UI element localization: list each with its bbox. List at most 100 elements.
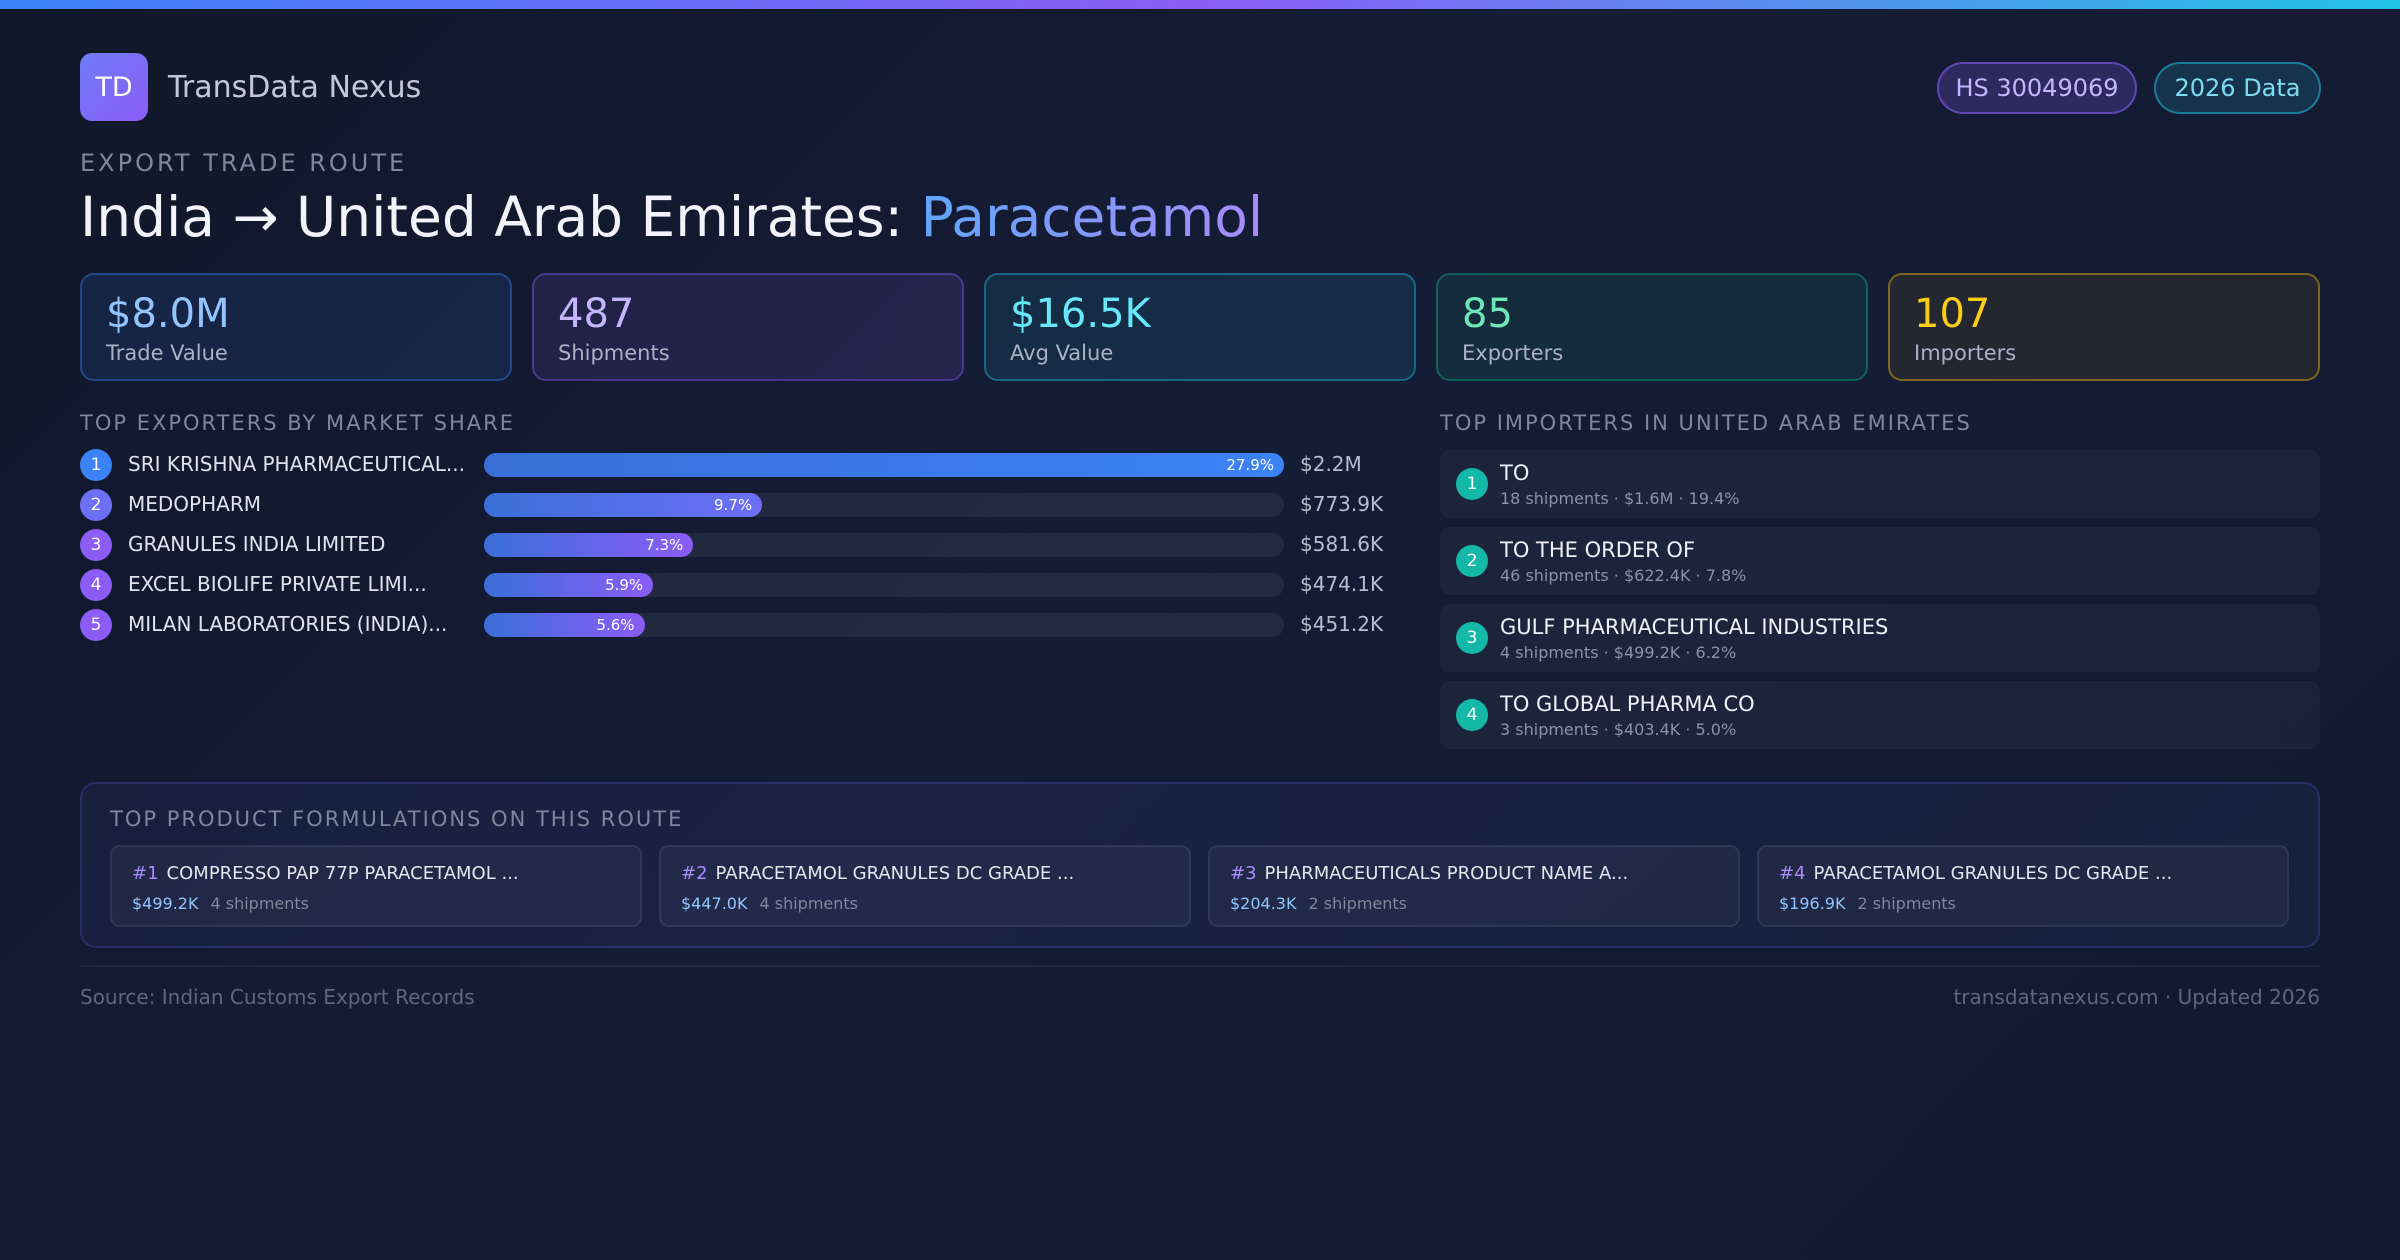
- stat-label: Shipments: [558, 341, 670, 365]
- share-bar-track: 5.9%: [484, 573, 1284, 597]
- formulation-name: PARACETAMOL GRANULES DC GRADE ...: [1813, 863, 2173, 884]
- exporter-value: $451.2K: [1300, 612, 1384, 636]
- stat-value: 487: [558, 291, 635, 337]
- importer-name: TO: [1500, 461, 1530, 485]
- share-bar-label: 9.7%: [714, 496, 753, 514]
- importer-card[interactable]: 3 GULF PHARMACEUTICAL INDUSTRIES 4 shipm…: [1440, 604, 2320, 672]
- top-accent-bar: [0, 0, 2400, 9]
- formulation-shipments: 4 shipments: [759, 894, 859, 913]
- importer-rank: 3: [1456, 622, 1488, 654]
- stat-card-avg-value: $16.5K Avg Value: [984, 273, 1416, 381]
- importer-name: TO THE ORDER OF: [1500, 538, 1696, 562]
- importer-card[interactable]: 2 TO THE ORDER OF 46 shipments · $622.4K…: [1440, 527, 2320, 595]
- formulation-stats: $196.9K 2 shipments: [1779, 894, 1956, 913]
- formulation-name: COMPRESSO PAP 77P PARACETAMOL ...: [166, 863, 519, 884]
- importer-rank: 4: [1456, 699, 1488, 731]
- exporter-row[interactable]: 1 SRI KRISHNA PHARMACEUTICAL... 27.9% $2…: [80, 449, 1400, 481]
- footer-source: Source: Indian Customs Export Records: [80, 985, 475, 1009]
- formulation-header: #3 PHARMACEUTICALS PRODUCT NAME A...: [1230, 863, 1628, 884]
- exporters-section-title: TOP EXPORTERS BY MARKET SHARE: [80, 411, 516, 435]
- share-bar-fill: 5.9%: [484, 573, 654, 597]
- importer-card[interactable]: 1 TO 18 shipments · $1.6M · 19.4%: [1440, 450, 2320, 518]
- exporter-value: $773.9K: [1300, 492, 1384, 516]
- formulations-section-title: TOP PRODUCT FORMULATIONS ON THIS ROUTE: [110, 807, 684, 831]
- formulation-header: #2 PARACETAMOL GRANULES DC GRADE ...: [681, 863, 1074, 884]
- formulation-stats: $499.2K 4 shipments: [132, 894, 309, 913]
- stat-card-exporters: 85 Exporters: [1436, 273, 1868, 381]
- hs-code-badge: HS 30049069: [1937, 62, 2137, 114]
- importer-card[interactable]: 4 TO GLOBAL PHARMA CO 3 shipments · $403…: [1440, 681, 2320, 749]
- stat-label: Exporters: [1462, 341, 1564, 365]
- footer-divider: [80, 965, 2320, 967]
- exporter-row[interactable]: 3 GRANULES INDIA LIMITED 7.3% $581.6K: [80, 529, 1400, 561]
- importer-name: TO GLOBAL PHARMA CO: [1500, 692, 1755, 716]
- exporter-rank: 1: [80, 449, 112, 481]
- formulation-name: PHARMACEUTICALS PRODUCT NAME A...: [1264, 863, 1629, 884]
- stat-value: $8.0M: [106, 291, 230, 337]
- stat-value: 107: [1914, 291, 1991, 337]
- share-bar-label: 27.9%: [1226, 456, 1274, 474]
- formulation-header: #4 PARACETAMOL GRANULES DC GRADE ...: [1779, 863, 2172, 884]
- formulations-panel: [80, 782, 2320, 948]
- exporter-rank: 4: [80, 569, 112, 601]
- stat-card-importers: 107 Importers: [1888, 273, 2320, 381]
- formulation-stats: $204.3K 2 shipments: [1230, 894, 1407, 913]
- share-bar-label: 7.3%: [645, 536, 684, 554]
- stat-value: $16.5K: [1010, 291, 1151, 337]
- footer-site-link[interactable]: transdatanexus.com · Updated 2026: [1953, 985, 2320, 1009]
- share-bar-fill: 9.7%: [484, 493, 763, 517]
- importer-meta: 46 shipments · $622.4K · 7.8%: [1500, 566, 1747, 585]
- exporter-name: GRANULES INDIA LIMITED: [128, 532, 386, 556]
- importer-name: GULF PHARMACEUTICAL INDUSTRIES: [1500, 615, 1889, 639]
- stat-card-shipments: 487 Shipments: [532, 273, 964, 381]
- page-title-product: Paracetamol: [920, 185, 1264, 249]
- share-bar-track: 5.6%: [484, 613, 1284, 637]
- formulation-stats: $447.0K 4 shipments: [681, 894, 858, 913]
- exporter-row[interactable]: 2 MEDOPHARM 9.7% $773.9K: [80, 489, 1400, 521]
- formulation-shipments: 2 shipments: [1308, 894, 1408, 913]
- exporter-row[interactable]: 5 MILAN LABORATORIES (INDIA)... 5.6% $45…: [80, 609, 1400, 641]
- formulation-card[interactable]: #2 PARACETAMOL GRANULES DC GRADE ... $447…: [659, 845, 1191, 927]
- formulation-rank: #3: [1230, 863, 1257, 884]
- formulation-card[interactable]: #4 PARACETAMOL GRANULES DC GRADE ... $196…: [1757, 845, 2289, 927]
- share-bar-track: 9.7%: [484, 493, 1284, 517]
- formulation-card[interactable]: #1 COMPRESSO PAP 77P PARACETAMOL ... $499…: [110, 845, 642, 927]
- exporter-value: $474.1K: [1300, 572, 1384, 596]
- exporter-rank: 3: [80, 529, 112, 561]
- page-title: India → United Arab Emirates: Paracetamo…: [80, 185, 1263, 249]
- formulation-value: $196.9K: [1779, 894, 1846, 913]
- exporter-name: EXCEL BIOLIFE PRIVATE LIMI...: [128, 572, 427, 596]
- exporter-rank: 2: [80, 489, 112, 521]
- brand-name: TransData Nexus: [168, 70, 422, 105]
- page-title-route: India → United Arab Emirates:: [80, 185, 921, 249]
- exporter-value: $581.6K: [1300, 532, 1384, 556]
- importer-rank: 1: [1456, 468, 1488, 500]
- stat-label: Trade Value: [106, 341, 228, 365]
- formulation-rank: #1: [132, 863, 159, 884]
- page-eyebrow: EXPORT TRADE ROUTE: [80, 149, 408, 177]
- formulation-shipments: 4 shipments: [210, 894, 310, 913]
- stat-card-trade-value: $8.0M Trade Value: [80, 273, 512, 381]
- share-bar-label: 5.9%: [605, 576, 644, 594]
- exporter-name: MEDOPHARM: [128, 492, 261, 516]
- importer-meta: 18 shipments · $1.6M · 19.4%: [1500, 489, 1740, 508]
- stat-label: Avg Value: [1010, 341, 1114, 365]
- exporter-rank: 5: [80, 609, 112, 641]
- formulation-header: #1 COMPRESSO PAP 77P PARACETAMOL ...: [132, 863, 519, 884]
- formulation-card[interactable]: #3 PHARMACEUTICALS PRODUCT NAME A... $204…: [1208, 845, 1740, 927]
- formulation-rank: #4: [1779, 863, 1806, 884]
- brand-logo: TD: [80, 53, 148, 121]
- formulation-value: $204.3K: [1230, 894, 1297, 913]
- share-bar-fill: 27.9%: [484, 453, 1284, 477]
- formulation-name: PARACETAMOL GRANULES DC GRADE ...: [715, 863, 1075, 884]
- share-bar-label: 5.6%: [596, 616, 635, 634]
- data-year-badge: 2026 Data: [2154, 62, 2321, 114]
- formulation-value: $499.2K: [132, 894, 199, 913]
- formulation-rank: #2: [681, 863, 708, 884]
- exporter-name: MILAN LABORATORIES (INDIA)...: [128, 612, 448, 636]
- share-bar-track: 7.3%: [484, 533, 1284, 557]
- share-bar-fill: 7.3%: [484, 533, 694, 557]
- exporter-row[interactable]: 4 EXCEL BIOLIFE PRIVATE LIMI... 5.9% $47…: [80, 569, 1400, 601]
- formulation-shipments: 2 shipments: [1857, 894, 1957, 913]
- exporter-name: SRI KRISHNA PHARMACEUTICAL...: [128, 452, 465, 476]
